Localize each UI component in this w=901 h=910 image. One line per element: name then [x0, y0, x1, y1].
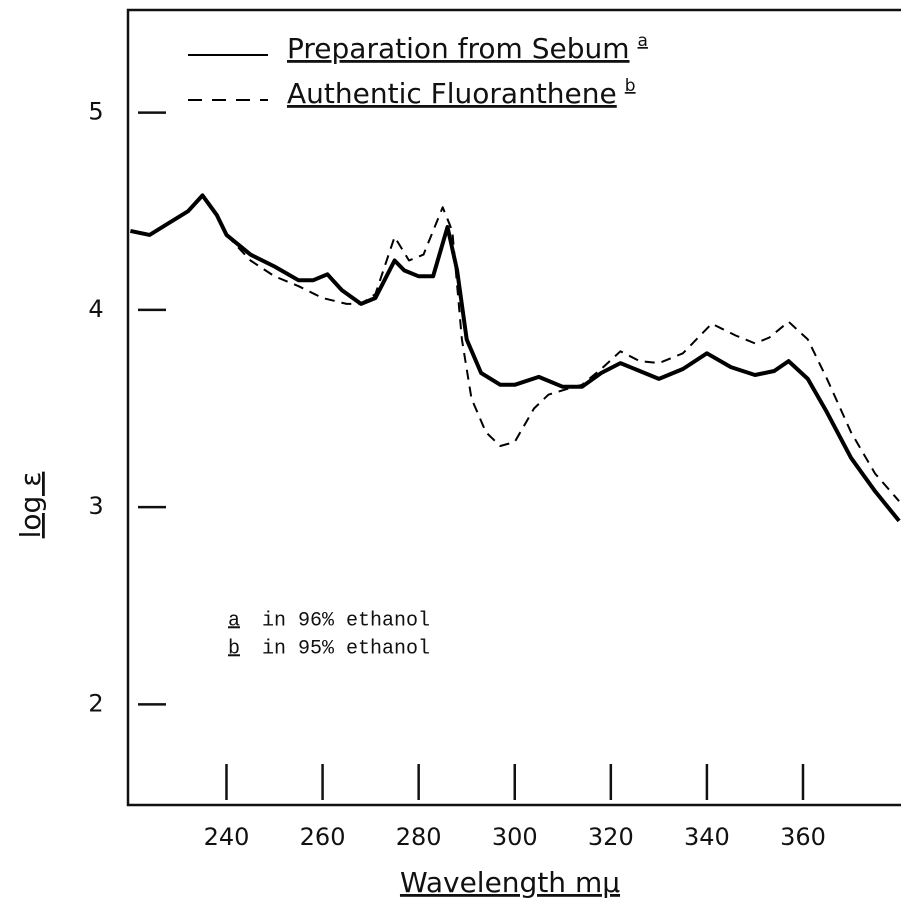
series-line: [225, 206, 900, 502]
x-tick-label: 300: [492, 823, 538, 851]
series-line: [129, 193, 901, 523]
legend-label: Preparation from Sebum: [287, 32, 630, 65]
x-tick-label: 320: [588, 823, 634, 851]
note-marker: a: [228, 609, 240, 632]
x-axis-title: Wavelength mμ: [400, 866, 620, 899]
y-tick-label: 3: [88, 492, 103, 520]
legend-label: Authentic Fluoranthene: [287, 77, 617, 110]
y-tick-label: 4: [88, 295, 103, 323]
y-axis-title: log ε: [14, 472, 47, 539]
x-tick-label: 240: [204, 823, 250, 851]
note-marker: b: [228, 637, 240, 660]
note-text: in 96% ethanol: [262, 609, 430, 632]
x-tick-label: 340: [684, 823, 730, 851]
legend-note-marker: b: [625, 76, 636, 96]
x-tick-label: 280: [396, 823, 442, 851]
x-tick-label: 260: [300, 823, 346, 851]
legend-note-marker: a: [638, 31, 648, 51]
note-text: in 95% ethanol: [262, 637, 430, 660]
plot-frame: [126, 8, 901, 807]
y-tick-label: 2: [88, 689, 103, 717]
y-tick-label: 5: [88, 98, 103, 126]
x-tick-label: 360: [780, 823, 826, 851]
